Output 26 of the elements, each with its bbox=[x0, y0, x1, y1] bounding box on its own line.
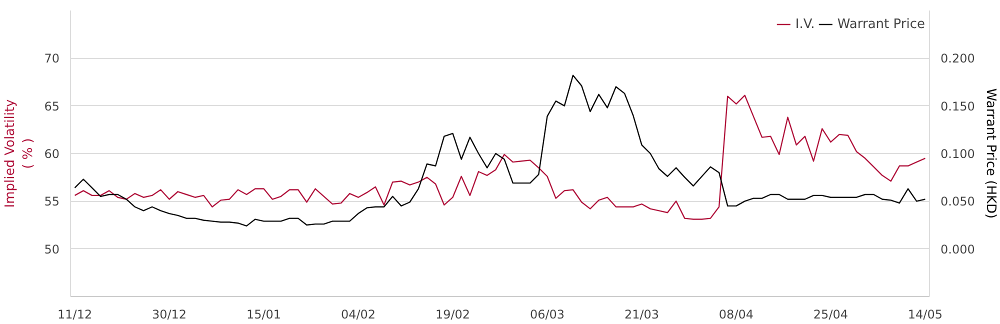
y2-tick-label: 0.200 bbox=[940, 52, 975, 66]
y2-axis-title: Warrant Price (HKD) bbox=[982, 88, 998, 219]
x-tick-label: 30/12 bbox=[152, 308, 187, 322]
line-series bbox=[74, 94, 926, 220]
y2-tick-label: 0.150 bbox=[940, 99, 975, 114]
x-tick-label: 19/02 bbox=[435, 308, 470, 322]
x-tick-label: 21/03 bbox=[624, 308, 660, 322]
y-tick-label: 50 bbox=[44, 242, 60, 256]
y-tick-label: 65 bbox=[44, 99, 60, 114]
x-tick-label: 14/05 bbox=[908, 308, 943, 322]
y2-tick-label: 0.000 bbox=[940, 242, 975, 256]
x-tick-label: 11/12 bbox=[58, 308, 92, 322]
y-tick-label: 55 bbox=[44, 194, 60, 209]
legend-label: I.V. bbox=[795, 16, 816, 32]
x-tick-label: 04/02 bbox=[340, 308, 376, 322]
legend-label: Warrant Price bbox=[837, 16, 925, 32]
y-tick-label: 60 bbox=[44, 147, 60, 161]
x-tick-label: 08/04 bbox=[718, 308, 754, 322]
y2-tick-label: 0.100 bbox=[940, 147, 975, 161]
x-tick-label: 15/01 bbox=[246, 308, 282, 322]
x-tick-label: 25/04 bbox=[813, 308, 848, 322]
y-axis-title: Implied Volatility ( % ) bbox=[3, 98, 36, 208]
y2-tick-label: 0.050 bbox=[940, 194, 975, 209]
y-tick-label: 70 bbox=[44, 52, 60, 66]
line-series bbox=[74, 74, 926, 227]
x-tick-label: 06/03 bbox=[530, 308, 565, 322]
